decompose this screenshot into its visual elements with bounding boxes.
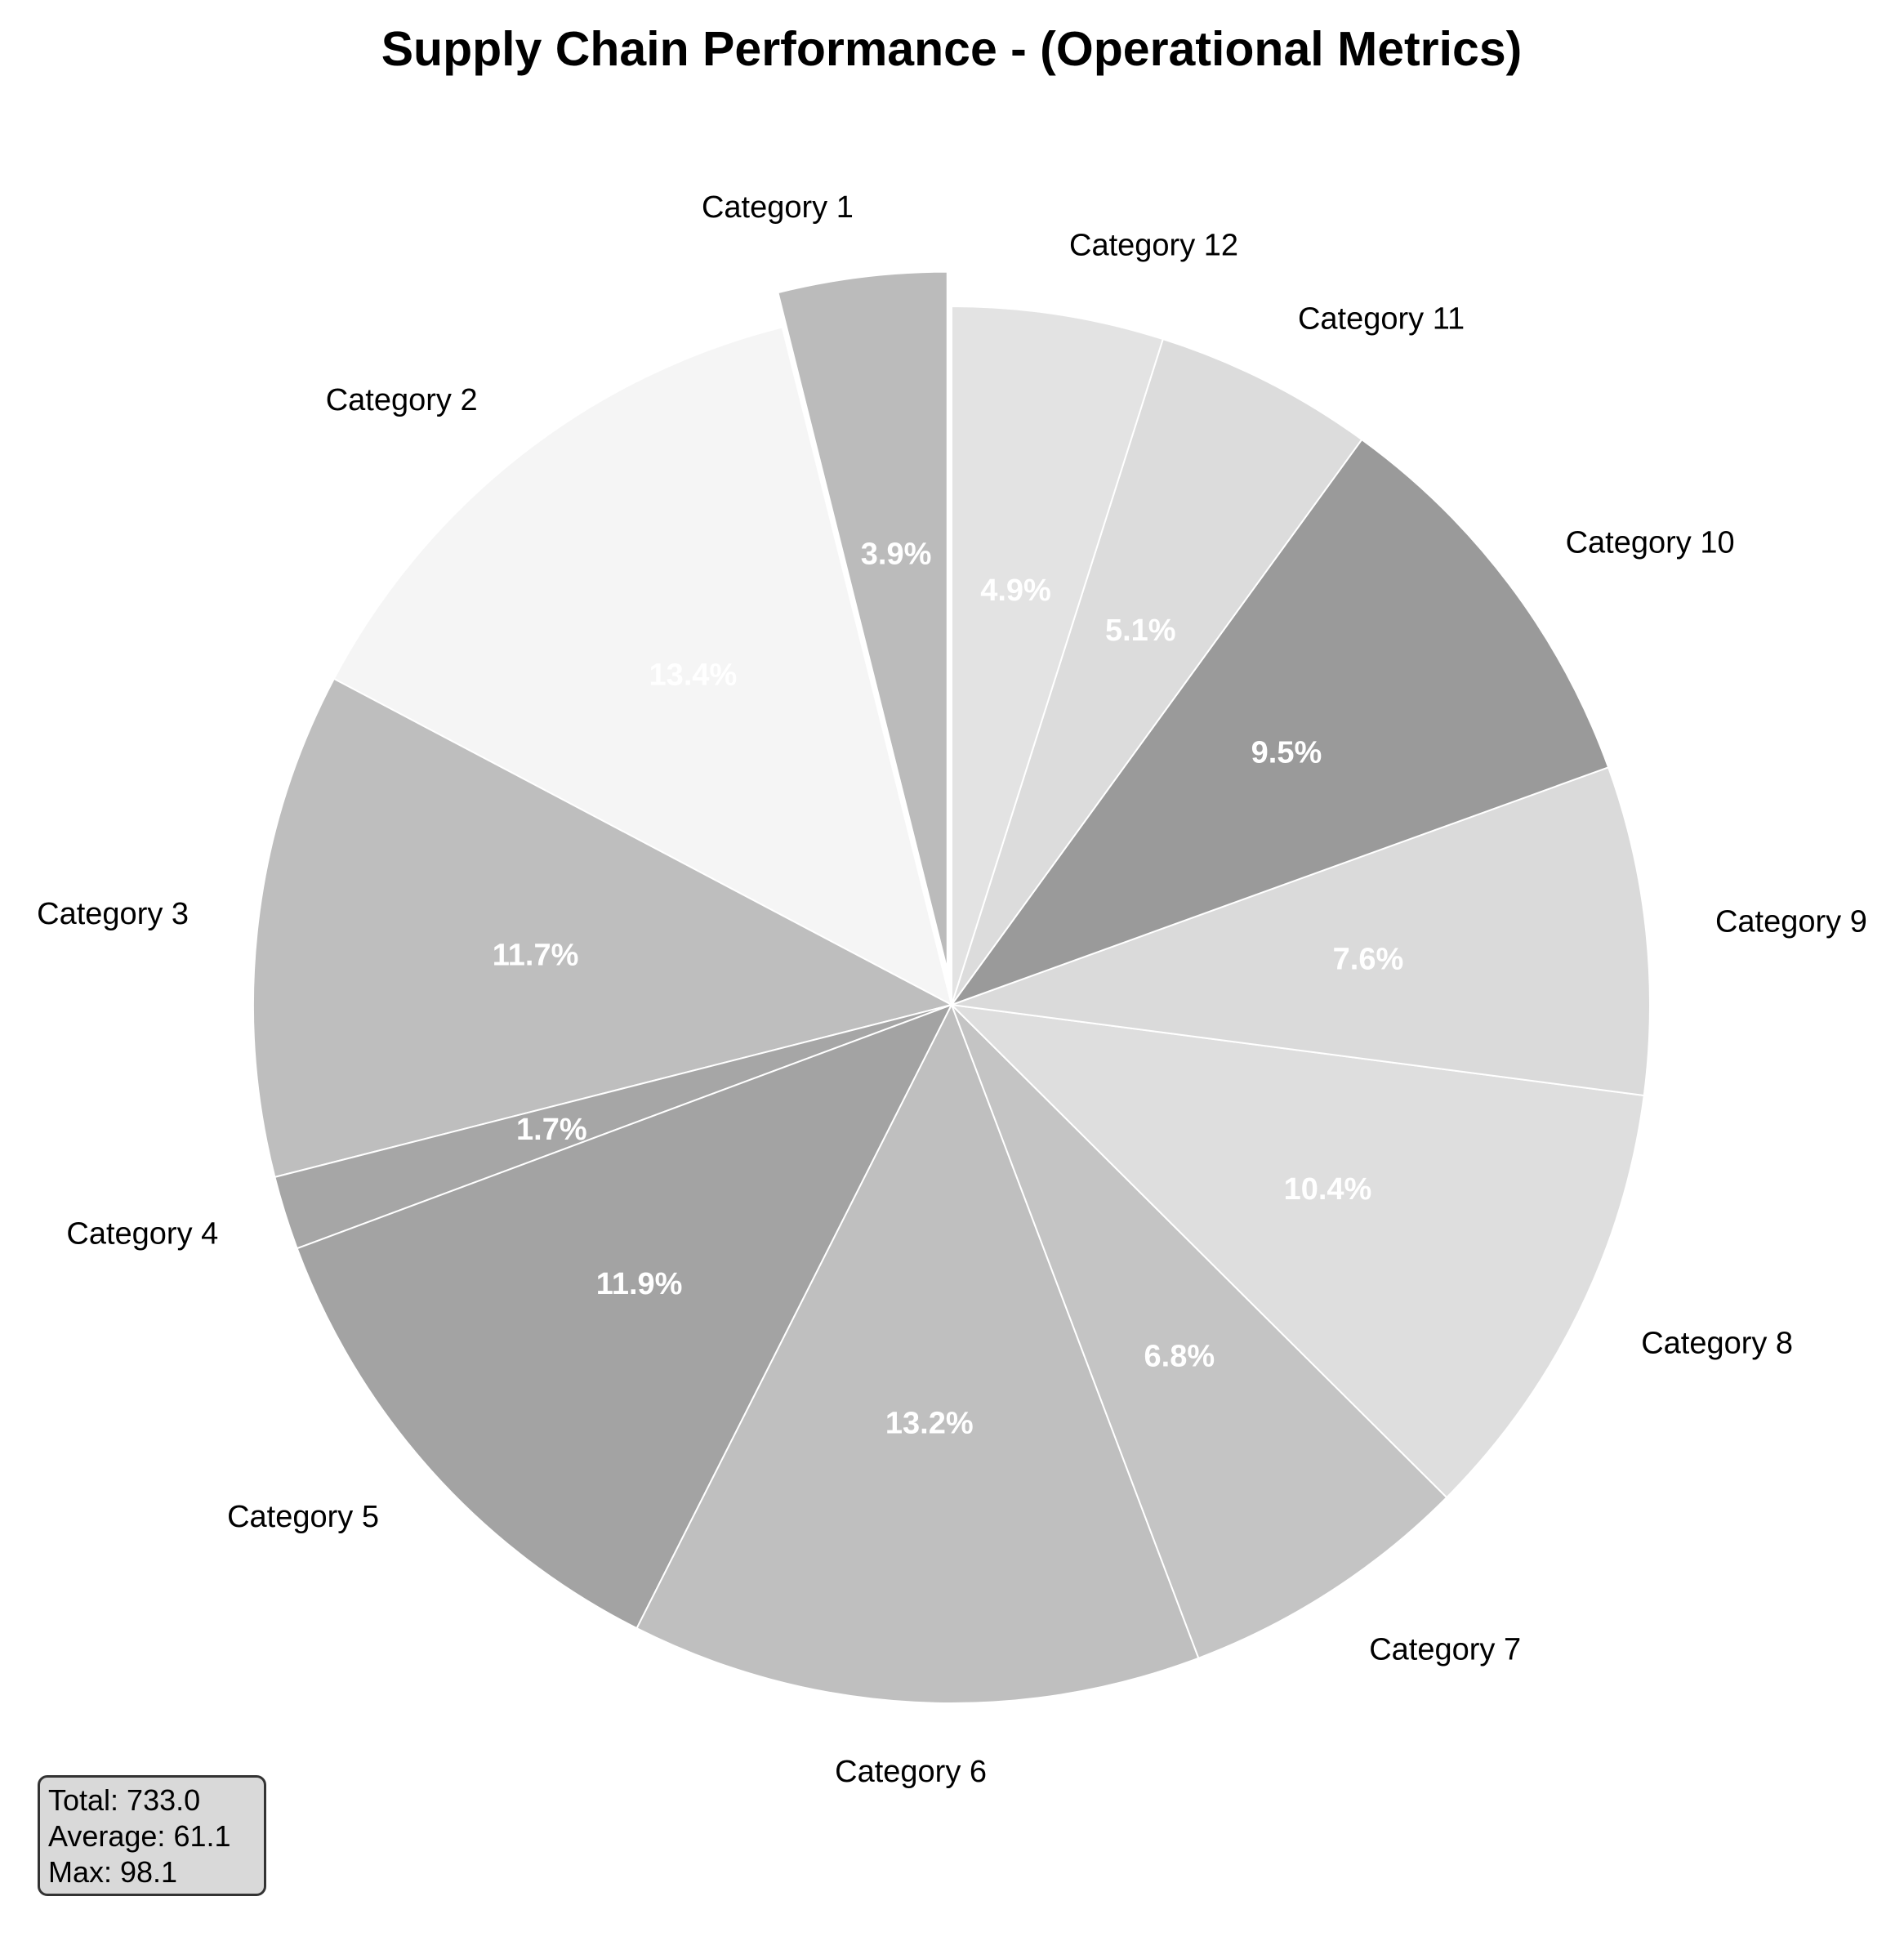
pie-slice — [777, 270, 948, 970]
pie-slice — [296, 1003, 954, 1630]
percent-label: 1.7% — [516, 1113, 587, 1147]
percent-label: 5.1% — [1105, 614, 1176, 648]
pie-slice — [951, 1004, 1448, 1660]
percent-label: 10.4% — [1284, 1172, 1372, 1207]
percent-label: 6.8% — [1144, 1340, 1215, 1374]
percent-label: 3.9% — [861, 537, 932, 571]
pie-slice — [951, 305, 1165, 1006]
pie-slices — [252, 270, 1651, 1704]
pie-slice — [252, 677, 954, 1179]
category-label: Category 11 — [1298, 301, 1465, 336]
pie-slice — [949, 1003, 1645, 1499]
percent-label: 13.4% — [649, 658, 738, 692]
percent-label: 4.9% — [980, 573, 1051, 608]
category-label: Category 4 — [66, 1216, 218, 1251]
pie-slice — [951, 766, 1651, 1097]
category-label: Category 1 — [702, 190, 854, 225]
category-label: Category 2 — [326, 383, 478, 417]
percent-label: 11.7% — [493, 939, 579, 973]
category-label: Category 12 — [1069, 229, 1238, 263]
summary-stats-box: Total: 733.0 Average: 61.1 Max: 98.1 — [38, 1775, 266, 1896]
stats-max: Max: 98.1 — [48, 1855, 178, 1889]
percent-label: 9.5% — [1251, 736, 1322, 770]
chart-title: Supply Chain Performance - (Operational … — [381, 22, 1523, 76]
category-label: Category 9 — [1715, 904, 1867, 939]
percent-labels: 3.9% 13.4% 11.7% 1.7% 11.9% 13.2% 6.8% 10.4% 7.6… — [493, 537, 1404, 1440]
pie-slice — [949, 438, 1610, 1007]
pie-slice — [635, 1002, 1200, 1704]
percent-label: 11.9% — [596, 1267, 683, 1301]
category-labels: Category 1 Category 2 Category 3 Category 4… — [37, 190, 1867, 1789]
percent-label: 7.6% — [1333, 943, 1404, 977]
category-label: Category 5 — [227, 1500, 379, 1534]
percent-label: 13.2% — [885, 1406, 974, 1440]
stats-average: Average: 61.1 — [48, 1819, 231, 1853]
pie-slice — [332, 326, 953, 1006]
category-label: Category 6 — [835, 1755, 987, 1789]
category-label: Category 8 — [1641, 1327, 1793, 1361]
pie-slice — [951, 337, 1363, 1006]
category-label: Category 3 — [37, 897, 189, 931]
category-label: Category 10 — [1566, 526, 1735, 560]
category-label: Category 7 — [1369, 1632, 1521, 1667]
stats-total: Total: 733.0 — [48, 1783, 201, 1817]
